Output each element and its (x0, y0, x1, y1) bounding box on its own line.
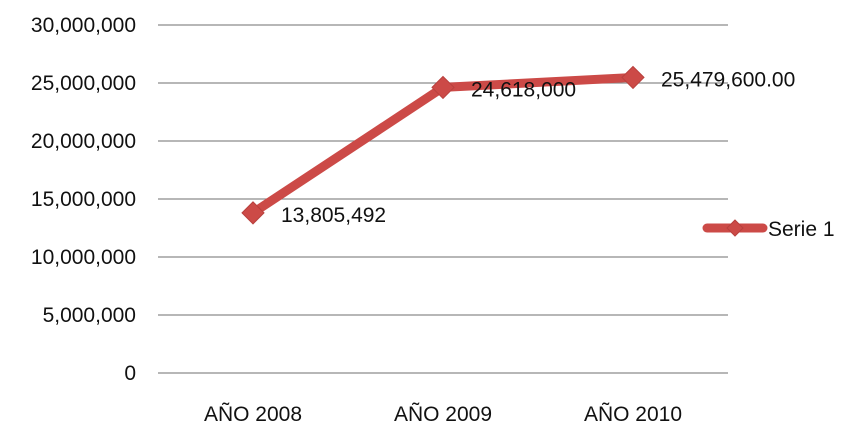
y-tick-label: 15,000,000 (31, 188, 136, 211)
series-point-marker (431, 75, 455, 100)
data-label: 25,479,600.00 (661, 68, 795, 91)
legend: Serie 1 (702, 218, 835, 241)
legend-label: Serie 1 (768, 218, 835, 241)
series-layer (241, 65, 645, 225)
y-tick-label: 30,000,000 (31, 14, 136, 37)
x-category-label: AÑO 2009 (394, 402, 492, 425)
y-tick-label: 20,000,000 (31, 130, 136, 153)
y-tick-label: 0 (124, 362, 136, 385)
series-point-marker (241, 201, 265, 225)
data-labels: 13,805,492 24,618,000 25,479,600.00 (281, 68, 795, 226)
gridlines (158, 24, 728, 316)
legend-marker-swatch (726, 219, 744, 237)
y-tick-label: 25,000,000 (31, 72, 136, 95)
y-tick-label: 5,000,000 (43, 304, 136, 327)
x-category-label: AÑO 2010 (584, 402, 682, 425)
data-label: 13,805,492 (281, 204, 386, 227)
x-axis-category-labels: AÑO 2008 AÑO 2009 AÑO 2010 (204, 402, 682, 425)
y-axis-tick-labels: 0 5,000,000 10,000,000 15,000,000 20,000,000… (31, 14, 136, 385)
data-label: 24,618,000 (471, 78, 576, 101)
y-tick-label: 10,000,000 (31, 246, 136, 269)
series-point-marker (621, 65, 645, 90)
x-category-label: AÑO 2008 (204, 402, 302, 425)
